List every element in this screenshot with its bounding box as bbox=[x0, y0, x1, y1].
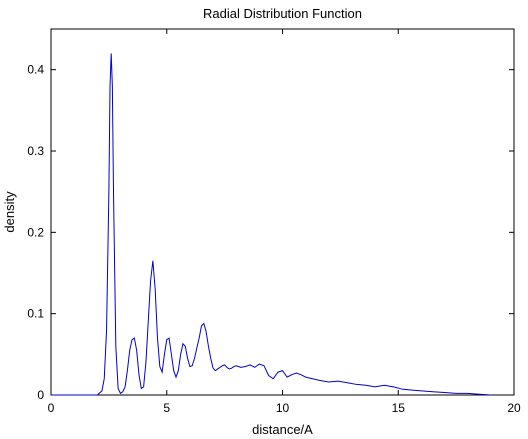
y-axis-ticks: 0 0.1 0.2 0.3 0.4 bbox=[27, 63, 514, 402]
x-axis-label: distance/A bbox=[252, 422, 313, 437]
x-axis-ticks: 0 5 10 15 20 bbox=[48, 29, 521, 415]
x-tick-label: 5 bbox=[163, 401, 170, 415]
x-tick-label: 10 bbox=[276, 401, 290, 415]
chart-title: Radial Distribution Function bbox=[203, 6, 362, 21]
x-tick-label: 15 bbox=[392, 401, 406, 415]
x-tick-label: 20 bbox=[507, 401, 521, 415]
y-tick-label: 0.2 bbox=[27, 225, 44, 239]
plot-area-frame bbox=[50, 28, 515, 396]
y-axis-label: density bbox=[2, 191, 17, 233]
y-tick-label: 0.4 bbox=[27, 63, 44, 77]
x-tick-label: 0 bbox=[48, 401, 55, 415]
y-tick-label: 0.1 bbox=[27, 307, 44, 321]
y-tick-label: 0.3 bbox=[27, 144, 44, 158]
y-tick-label: 0 bbox=[37, 388, 44, 402]
series-line-density bbox=[51, 53, 491, 396]
